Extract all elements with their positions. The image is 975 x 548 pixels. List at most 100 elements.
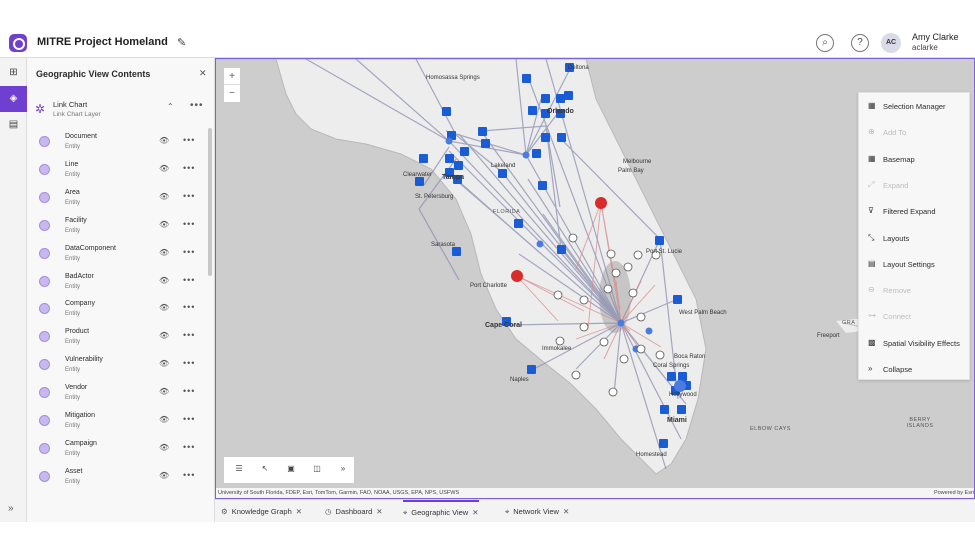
menu-item-filtered-expand[interactable]: ⊽ Filtered Expand bbox=[859, 198, 971, 224]
edit-title-pencil-icon[interactable]: ✎ bbox=[177, 37, 187, 49]
entity-row[interactable]: Company Entity 👁 ••• bbox=[27, 295, 208, 323]
close-icon[interactable]: ✕ bbox=[376, 507, 383, 516]
visibility-eye-icon[interactable]: 👁 bbox=[159, 359, 170, 369]
entity-more-options-icon[interactable]: ••• bbox=[183, 441, 196, 452]
tab-dashboard[interactable]: ◷ Dashboard ✕ bbox=[325, 500, 383, 523]
menu-item-layouts[interactable]: ⤡ Layouts bbox=[859, 225, 971, 251]
entity-more-options-icon[interactable]: ••• bbox=[183, 330, 196, 341]
entity-row[interactable]: Product Entity 👁 ••• bbox=[27, 323, 208, 351]
entity-more-options-icon[interactable]: ••• bbox=[183, 274, 196, 285]
entity-more-options-icon[interactable]: ••• bbox=[183, 469, 196, 480]
help-button[interactable]: ? bbox=[851, 34, 869, 52]
menu-item-spatial-visibility-effects[interactable]: ▩ Spatial Visibility Effects bbox=[859, 330, 971, 356]
layer-more-options-icon[interactable]: ••• bbox=[190, 100, 204, 111]
more-tools-icon[interactable]: » bbox=[340, 464, 346, 473]
entity-row[interactable]: Area Entity 👁 ••• bbox=[27, 184, 208, 212]
panel-scrollbar[interactable] bbox=[208, 128, 212, 276]
entity-type: Entity bbox=[65, 227, 81, 234]
geographic-map-view[interactable]: + − Homosassa Springs Deltona Orlando La… bbox=[215, 58, 975, 499]
entity-row[interactable]: Vulnerability Entity 👁 ••• bbox=[27, 351, 208, 379]
attribution-text: University of South Florida, FDEP, Esri,… bbox=[218, 490, 460, 496]
entity-more-options-icon[interactable]: ••• bbox=[183, 218, 196, 229]
tab-label: Network View bbox=[513, 507, 559, 516]
avatar[interactable]: AC bbox=[881, 33, 901, 53]
entity-more-options-icon[interactable]: ••• bbox=[183, 358, 196, 369]
tab-geographic-view[interactable]: ⌖ Geographic View ✕ bbox=[403, 500, 479, 523]
visibility-eye-icon[interactable]: 👁 bbox=[159, 470, 170, 480]
menu-item-selection-manager[interactable]: ▦ Selection Manager bbox=[859, 93, 971, 119]
menu-item-label: Layout Settings bbox=[883, 259, 935, 269]
close-icon[interactable]: ✕ bbox=[295, 507, 303, 516]
entity-type: Entity bbox=[65, 339, 81, 346]
diagram-icon: ⊞ bbox=[9, 67, 18, 78]
visibility-eye-icon[interactable]: 👁 bbox=[159, 163, 170, 173]
entity-more-options-icon[interactable]: ••• bbox=[183, 162, 196, 173]
entity-row[interactable]: Line Entity 👁 ••• bbox=[27, 156, 208, 184]
map-label-immokalee: Immokalee bbox=[542, 346, 572, 352]
zoom-out-button[interactable]: − bbox=[229, 88, 235, 99]
visibility-eye-icon[interactable]: 👁 bbox=[159, 247, 170, 257]
menu-item-label: Layouts bbox=[883, 233, 910, 243]
entity-row[interactable]: Document Entity 👁 ••• bbox=[27, 128, 208, 156]
entity-row[interactable]: BadActor Entity 👁 ••• bbox=[27, 268, 208, 296]
rail-diagram-button[interactable]: ⊞ bbox=[0, 60, 27, 86]
entity-symbol-icon bbox=[39, 331, 50, 343]
entity-more-options-icon[interactable]: ••• bbox=[183, 302, 196, 313]
tab-knowledge-graph[interactable]: ⚙ Knowledge Graph ✕ bbox=[221, 500, 302, 523]
map-label-boca-raton: Boca Raton bbox=[674, 354, 706, 360]
entity-row[interactable]: DataComponent Entity 👁 ••• bbox=[27, 240, 208, 268]
menu-item-collapse[interactable]: » Collapse bbox=[859, 356, 971, 382]
menu-item-layout-settings[interactable]: ▤ Layout Settings bbox=[859, 251, 971, 277]
visibility-eye-icon[interactable]: 👁 bbox=[159, 331, 170, 341]
entity-row[interactable]: Vendor Entity 👁 ••• bbox=[27, 379, 208, 407]
layout-icon[interactable]: ◫ bbox=[313, 464, 321, 473]
entity-more-options-icon[interactable]: ••• bbox=[183, 246, 196, 257]
entity-type: Entity bbox=[65, 395, 81, 402]
entity-row[interactable]: Asset Entity 👁 ••• bbox=[27, 463, 208, 491]
selection-box-icon[interactable]: ▣ bbox=[287, 464, 295, 473]
link-chart-layer-row[interactable]: ✲ Link Chart Link Chart Layer ⌃ ••• bbox=[27, 94, 214, 124]
entity-row[interactable]: Facility Entity 👁 ••• bbox=[27, 212, 208, 240]
entity-name: Mitigation bbox=[65, 412, 95, 419]
menu-item-add-to: ⊕ Add To bbox=[859, 119, 971, 145]
menu-item-basemap[interactable]: ▦ Basemap bbox=[859, 146, 971, 172]
entity-row[interactable]: Campaign Entity 👁 ••• bbox=[27, 435, 208, 463]
rail-table-button[interactable]: ▤ bbox=[0, 112, 27, 138]
tab-network-view[interactable]: ⌖ Network View ✕ bbox=[505, 500, 569, 523]
map-label-port-st-lucie: Port St. Lucie bbox=[646, 249, 683, 255]
connect-icon: ⊶ bbox=[868, 311, 876, 321]
close-icon[interactable]: ✕ bbox=[199, 68, 207, 78]
expand-rail-icon[interactable]: » bbox=[8, 503, 14, 514]
entity-row[interactable]: Mitigation Entity 👁 ••• bbox=[27, 407, 208, 435]
left-icon-rail: ⊞ ◈ ▤ » bbox=[0, 58, 27, 522]
zoom-in-button[interactable]: + bbox=[224, 68, 240, 85]
map-canvas[interactable] bbox=[216, 59, 975, 499]
add-to-icon: ⊕ bbox=[868, 127, 875, 137]
visibility-eye-icon[interactable]: 👁 bbox=[159, 275, 170, 285]
entity-name: BadActor bbox=[65, 272, 94, 280]
visibility-eye-icon[interactable]: 👁 bbox=[159, 191, 170, 201]
chevron-up-icon[interactable]: ⌃ bbox=[167, 102, 174, 111]
entity-more-options-icon[interactable]: ••• bbox=[183, 386, 196, 397]
app-window: MITRE Project Homeland ✎ ⌕ ? AC Amy Clar… bbox=[0, 28, 975, 522]
entity-more-options-icon[interactable]: ••• bbox=[183, 135, 196, 145]
pointer-select-icon[interactable]: ↖ bbox=[261, 464, 269, 473]
list-icon[interactable]: ☰ bbox=[235, 464, 243, 473]
entity-more-options-icon[interactable]: ••• bbox=[183, 414, 196, 424]
visibility-eye-icon[interactable]: 👁 bbox=[159, 442, 170, 452]
visibility-eye-icon[interactable]: 👁 bbox=[159, 303, 170, 313]
entity-type: Entity bbox=[65, 144, 81, 150]
map-label-cape-coral: Cape Coral bbox=[485, 322, 522, 329]
entity-type: Entity bbox=[65, 367, 81, 374]
visibility-eye-icon[interactable]: 👁 bbox=[159, 219, 170, 229]
entity-more-options-icon[interactable]: ••• bbox=[183, 190, 196, 201]
close-icon[interactable]: ✕ bbox=[562, 507, 570, 516]
powered-by-esri-link[interactable]: Powered by Esri bbox=[933, 490, 974, 496]
user-id: aclarke bbox=[912, 43, 938, 52]
visibility-eye-icon[interactable]: 👁 bbox=[159, 387, 170, 397]
close-icon[interactable]: ✕ bbox=[472, 508, 479, 517]
search-button[interactable]: ⌕ bbox=[816, 34, 834, 52]
visibility-eye-icon[interactable]: 👁 bbox=[159, 415, 170, 424]
visibility-eye-icon[interactable]: 👁 bbox=[159, 136, 170, 145]
rail-layers-button[interactable]: ◈ bbox=[0, 86, 27, 112]
